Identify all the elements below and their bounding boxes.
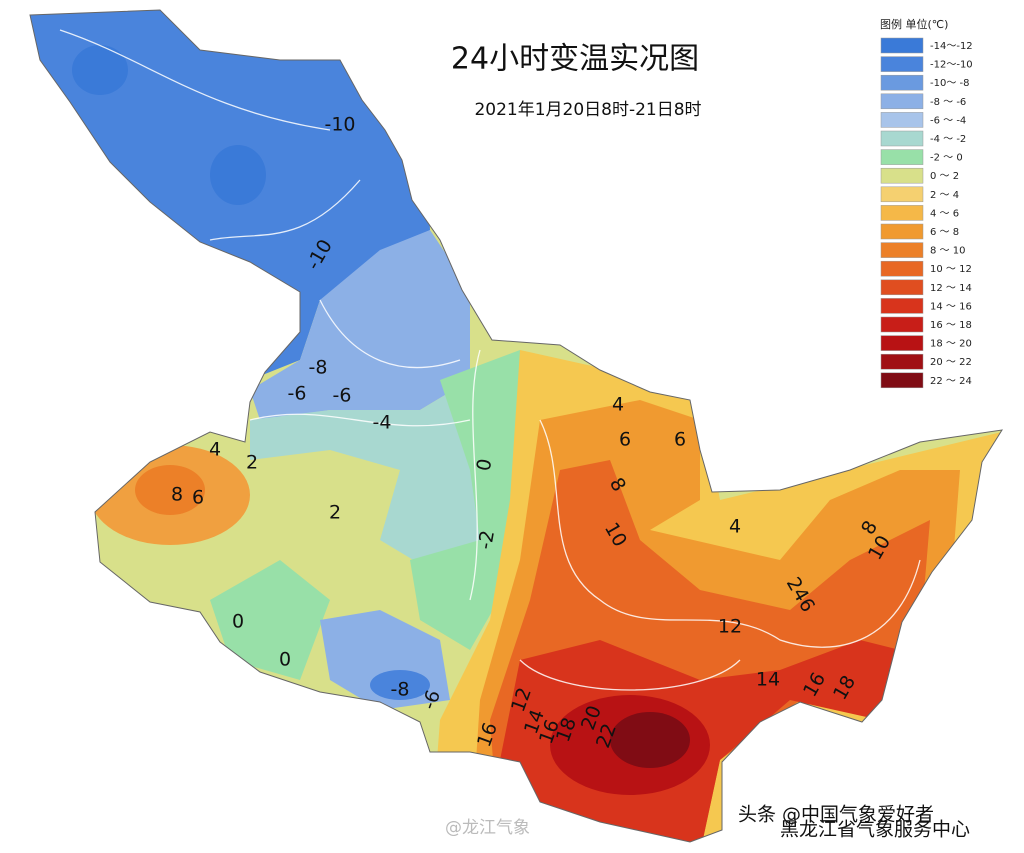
legend-label: 4 ～ 6 [930,208,959,219]
legend-label: -6 ～ -4 [930,115,966,126]
legend-label: 2 ～ 4 [930,190,959,201]
watermark: @龙江气象 [445,818,530,838]
contour-line [59,29,921,691]
contour-label: 14 [756,669,780,691]
legend-label: 12 ～ 14 [930,283,972,294]
legend-label: 18 ～ 20 [930,339,972,350]
contour-label: 4 [612,394,624,416]
contour-label: 6 [619,429,631,451]
contour-label: 6 [192,487,204,509]
legend-swatch [880,93,924,110]
contour-label: -6 [333,385,352,407]
map-region [410,350,520,650]
legend-swatch [880,298,924,314]
contour-label: -4 [373,412,392,434]
contour-label: 2 [329,502,341,524]
contour-label: 0 [473,457,497,473]
legend-swatch [880,74,924,91]
contour-label: -10 [324,114,355,136]
legend-title: 图例 单位(℃) [880,17,948,31]
province-border [29,9,1003,843]
map-region [135,465,205,515]
contour-label: 0 [279,649,291,671]
legend-swatch [880,130,924,147]
legend-label: -14～-12 [930,41,973,52]
contour-label: 2 [246,452,258,474]
legend-label: -8 ～ -6 [930,97,966,108]
legend-swatch [880,335,924,351]
legend-label: 0 ～ 2 [930,171,959,182]
legend-label: -2 ～ 0 [930,153,963,164]
contour-label: 4 [729,516,741,538]
legend-swatch [880,149,924,165]
legend-label: 8 ～ 10 [930,246,965,257]
legend-swatch [880,56,924,72]
map-region [370,670,430,700]
watermark: 黑龙江省气象服务中心 [780,819,970,841]
legend-label: -4 ～ -2 [930,134,966,145]
map-title: 24小时变温实况图 [451,42,699,77]
contour-label: 0 [232,611,244,633]
legend-swatch [880,353,924,370]
contour-label: -8 [309,357,328,379]
contour-label: -2 [474,529,499,551]
contour-label: 8 [171,484,183,506]
legend-label: -12～-10 [930,60,973,71]
map-region [210,145,266,205]
legend: 图例 单位(℃) -14～-12 -12～-10 -10～ -8 -8 ～ -6 -6 … [880,17,973,389]
legend-swatch [880,167,924,184]
watermark: 头条 @中国气象爱好者 [738,804,934,826]
contour-label: -8 [391,679,410,701]
legend-swatch [880,260,924,277]
legend-swatch [880,186,924,203]
legend-label: 14 ～ 16 [930,301,972,312]
contour-label: -6 [288,383,307,405]
map-subtitle: 2021年1月20日8时-21日8时 [474,100,701,120]
legend-swatch [880,223,924,240]
map-region [210,560,330,680]
legend-swatch [880,37,924,54]
legend-label: 20 ～ 22 [930,357,972,368]
legend-swatch [880,279,924,296]
legend-swatch [880,205,924,221]
map-region [610,712,690,768]
legend-label: 22 ～ 24 [930,376,972,387]
legend-swatch [880,316,924,333]
map-region [72,45,128,95]
map-region [250,230,470,420]
legend-swatch [880,372,924,389]
legend-label: -10～ -8 [930,78,969,89]
legend-swatch [880,242,924,258]
legend-swatch [880,112,924,128]
map-region [250,380,500,570]
legend-label: 10 ～ 12 [930,264,972,275]
contour-label: 12 [718,616,742,638]
legend-label: 16 ～ 18 [930,320,972,331]
legend-label: 6 ～ 8 [930,227,959,238]
contour-label: 4 [209,439,221,461]
contour-label: 6 [674,429,686,451]
